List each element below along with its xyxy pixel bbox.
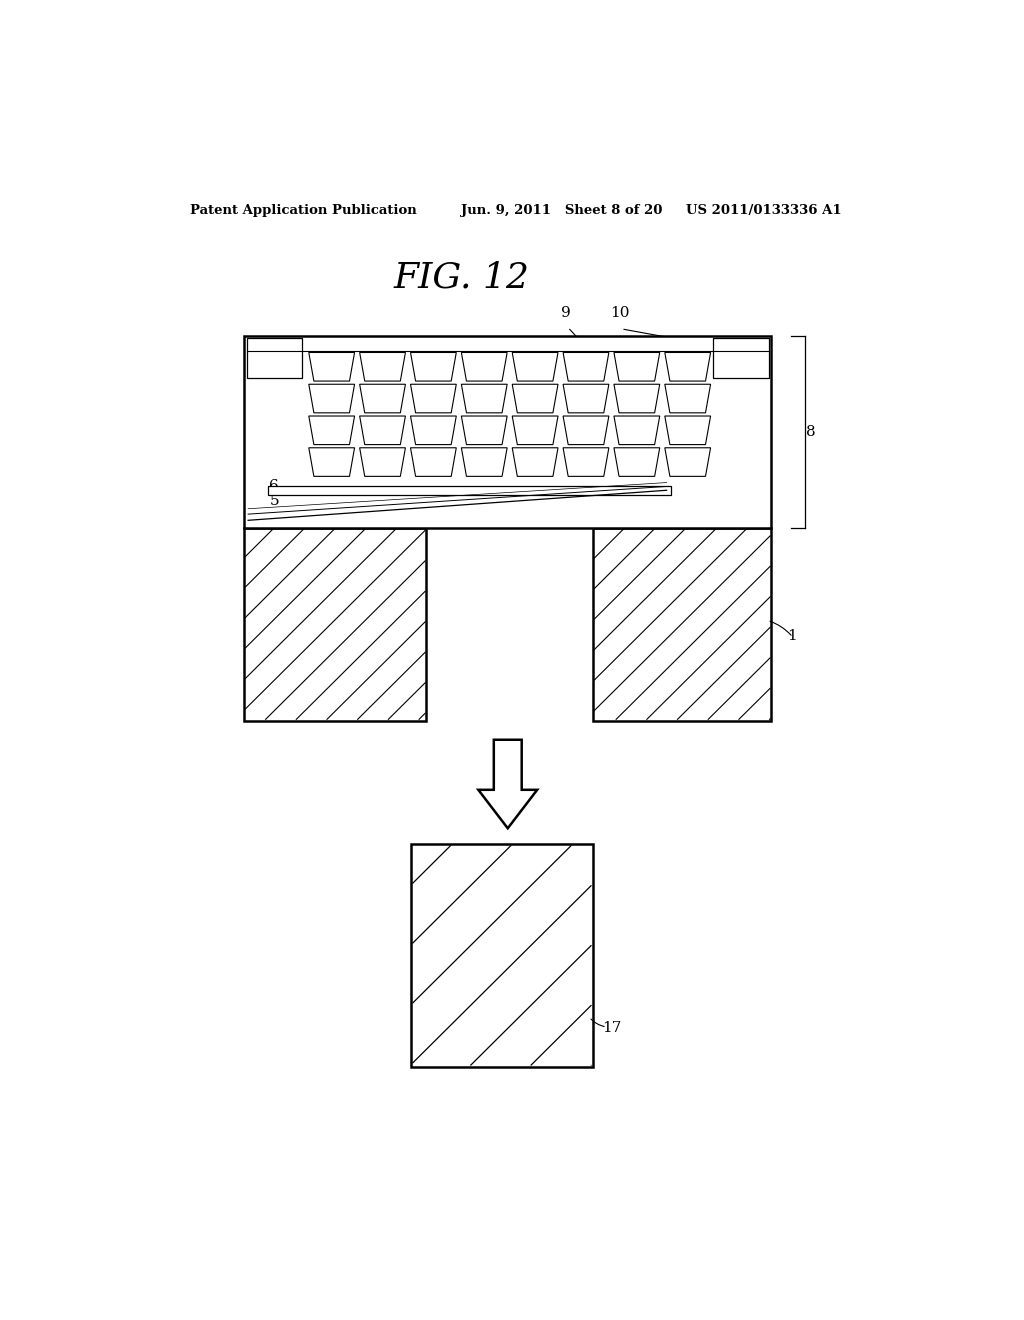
Text: US 2011/0133336 A1: US 2011/0133336 A1 (686, 205, 842, 218)
Polygon shape (411, 352, 457, 381)
Bar (245, 335, 771, 528)
Text: 1: 1 (786, 628, 797, 643)
Polygon shape (462, 352, 507, 381)
Polygon shape (309, 352, 354, 381)
Bar (593, 528, 771, 721)
Polygon shape (411, 447, 457, 477)
Polygon shape (359, 416, 406, 445)
Polygon shape (411, 416, 457, 445)
Polygon shape (614, 384, 659, 413)
Text: 8: 8 (806, 425, 816, 438)
Polygon shape (359, 447, 406, 477)
Polygon shape (309, 447, 354, 477)
Text: 5: 5 (269, 494, 280, 508)
Polygon shape (563, 384, 609, 413)
Polygon shape (614, 447, 659, 477)
Polygon shape (462, 416, 507, 445)
Bar (245, 528, 426, 721)
Bar (267, 486, 671, 495)
Polygon shape (512, 384, 558, 413)
Polygon shape (665, 416, 711, 445)
Polygon shape (512, 416, 558, 445)
Text: Jun. 9, 2011   Sheet 8 of 20: Jun. 9, 2011 Sheet 8 of 20 (461, 205, 663, 218)
Polygon shape (411, 384, 457, 413)
Polygon shape (462, 384, 507, 413)
Polygon shape (614, 416, 659, 445)
Bar (247, 338, 302, 378)
Polygon shape (563, 447, 609, 477)
Polygon shape (478, 739, 538, 829)
Polygon shape (462, 447, 507, 477)
Polygon shape (512, 352, 558, 381)
Text: 17: 17 (602, 1022, 622, 1035)
Polygon shape (665, 352, 711, 381)
Polygon shape (309, 384, 354, 413)
Bar (713, 338, 769, 378)
Text: 10: 10 (610, 306, 630, 321)
Polygon shape (359, 352, 406, 381)
Polygon shape (563, 352, 609, 381)
Polygon shape (563, 416, 609, 445)
Polygon shape (512, 447, 558, 477)
Text: 6: 6 (269, 479, 280, 492)
Text: FIG. 12: FIG. 12 (393, 261, 529, 294)
Polygon shape (665, 384, 711, 413)
Bar (411, 843, 593, 1067)
Polygon shape (614, 352, 659, 381)
Polygon shape (665, 447, 711, 477)
Text: 7: 7 (628, 433, 638, 446)
Polygon shape (309, 416, 354, 445)
Text: 9: 9 (561, 306, 570, 321)
Text: Patent Application Publication: Patent Application Publication (190, 205, 417, 218)
Polygon shape (359, 384, 406, 413)
